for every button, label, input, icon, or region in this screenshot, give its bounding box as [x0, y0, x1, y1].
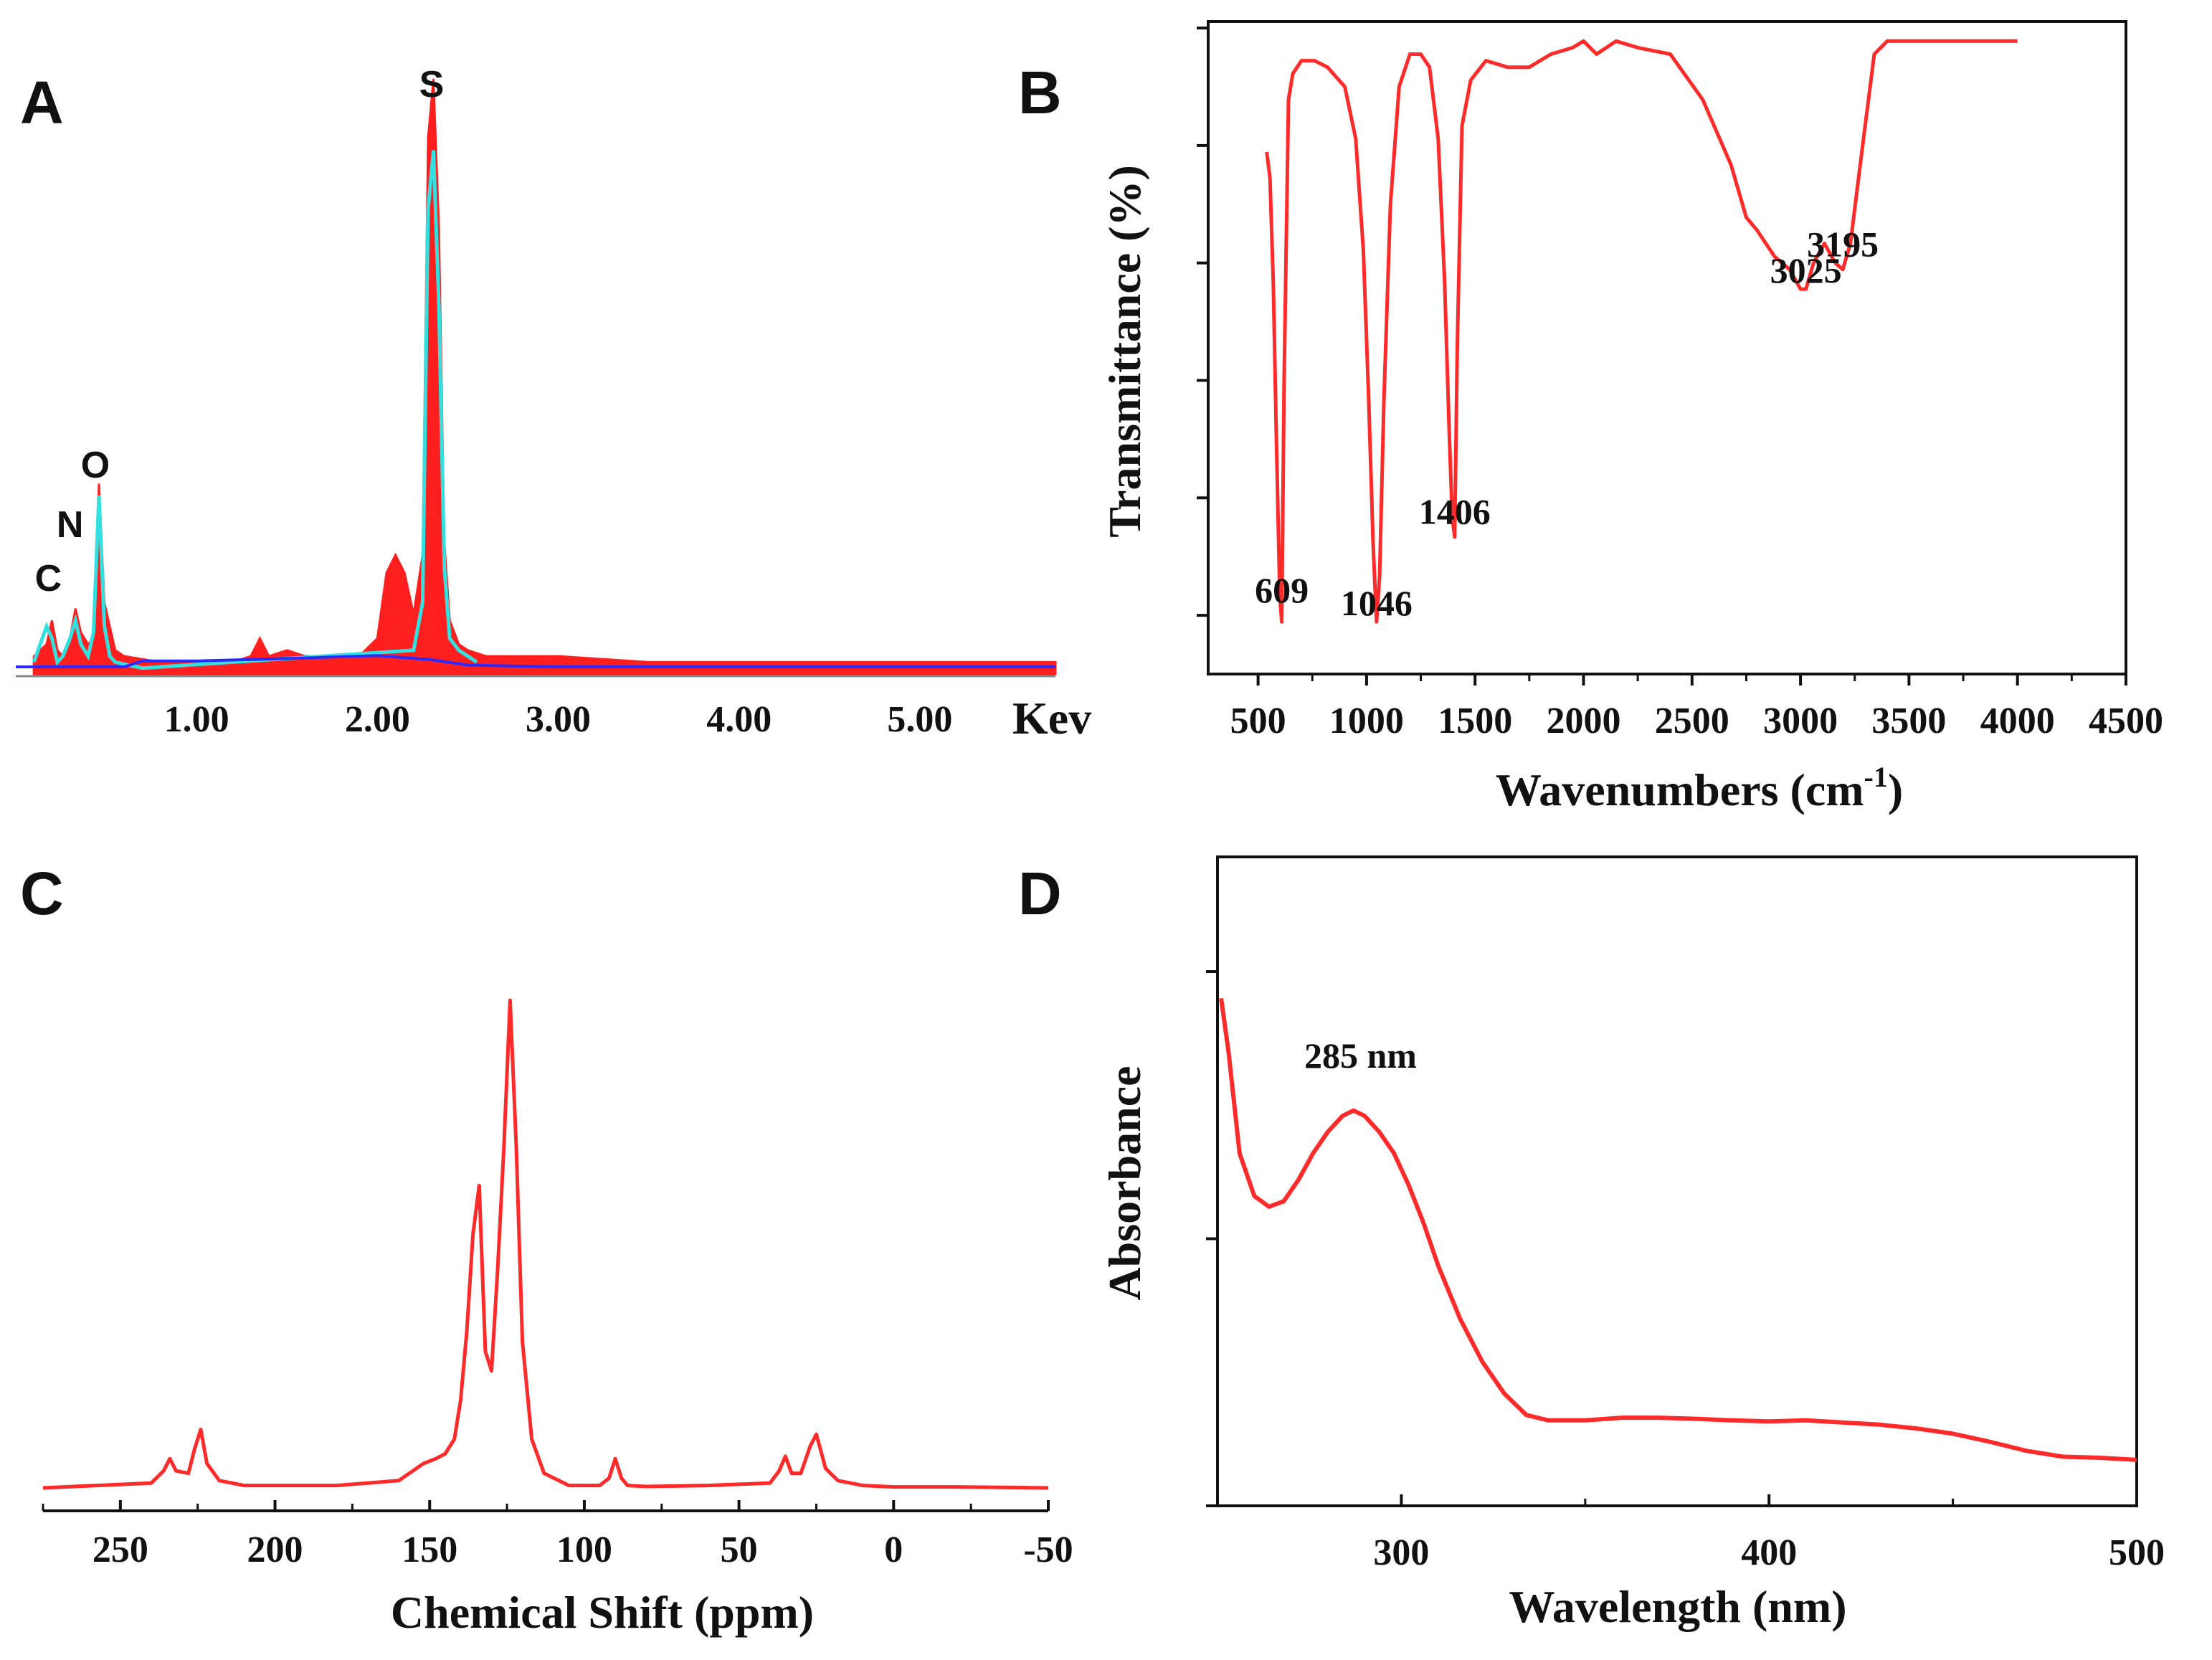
nmr-x-tick-label: -50	[1023, 1529, 1073, 1570]
eds-x-axis-title: Kev	[1012, 693, 1091, 744]
nmr-x-tick-label: 0	[884, 1529, 903, 1570]
ftir-x-axis-title-sup: -1	[1864, 761, 1888, 793]
eds-series-background	[16, 654, 1055, 668]
ftir-chart: 500 1000 1500 2000 2500 3000 3500 4000 4500 609 1…	[1099, 20, 2163, 815]
ftir-x-axis-title: Wavenumbers (cm-1)	[1496, 761, 1903, 815]
ftir-series	[1265, 39, 2018, 624]
ftir-x-tick-label: 3000	[1763, 701, 1838, 741]
uv-x-tick-label: 500	[2109, 1532, 2165, 1573]
panel-letter-a: A	[20, 69, 64, 136]
ftir-x-tick-label: 3500	[1871, 701, 1946, 741]
nmr-x-axis-title: Chemical Shift (ppm)	[391, 1587, 814, 1638]
ftir-peak-label: 1046	[1341, 583, 1413, 623]
uv-y-axis-title: Absorbance	[1099, 1066, 1150, 1300]
ftir-frame	[1207, 20, 2127, 675]
eds-axes: 1.00 2.00 3.00 4.00 5.00	[16, 675, 1055, 740]
panel-letter-b: B	[1018, 59, 1062, 126]
eds-chart: 1.00 2.00 3.00 4.00 5.00 CNO S Kev	[16, 64, 1091, 744]
eds-peak-labels: CNO S	[35, 64, 445, 599]
ftir-series-line	[1265, 39, 2018, 624]
nmr-series	[42, 998, 1049, 1490]
ftir-x-tick-label: 4500	[2089, 701, 2163, 741]
uv-series-line	[1219, 997, 2137, 1462]
ftir-x-axis-title-main: Wavenumbers (cm	[1496, 764, 1864, 815]
eds-series-fit	[32, 150, 478, 670]
eds-series	[16, 78, 1057, 675]
eds-x-tick-label: 5.00	[887, 699, 952, 740]
eds-x-tick-label: 1.00	[164, 699, 229, 740]
nmr-x-tick-label: 50	[721, 1529, 758, 1570]
ftir-peak-label: 609	[1255, 570, 1309, 610]
ftir-x-tick-label: 4000	[1980, 701, 2055, 741]
uv-x-tick-label: 400	[1741, 1532, 1797, 1573]
nmr-chart: 250 200 150 100 50 0 -50 Chemical Shift (ppm)	[42, 998, 1073, 1638]
panel-letter-c: C	[20, 860, 64, 927]
uv-peak-label: 285 nm	[1304, 1035, 1417, 1076]
uv-x-axis-title: Wavelength (nm)	[1509, 1581, 1846, 1632]
ftir-y-axis-title: Transmittance (%)	[1099, 165, 1150, 538]
eds-peak-label-o: O	[81, 445, 110, 486]
eds-peak-label-c: C	[35, 558, 62, 599]
ftir-x-tick-label: 1000	[1329, 701, 1404, 741]
uv-series	[1219, 997, 2137, 1462]
eds-x-tick-label: 2.00	[345, 699, 410, 740]
nmr-x-tick-label: 250	[92, 1529, 148, 1570]
ftir-x-tick-label: 500	[1230, 701, 1286, 741]
ftir-x-axis-title-close: )	[1888, 764, 1903, 815]
panel-letter-d: D	[1018, 860, 1062, 927]
ftir-peak-label: 1406	[1419, 492, 1491, 532]
uv-frame	[1216, 855, 2138, 1507]
uv-annotations: 285 nm	[1304, 1035, 1417, 1076]
eds-peak-label-s: S	[419, 64, 445, 105]
uv-ticks: 300 400 500	[1206, 970, 2165, 1573]
ftir-peak-label: 3195	[1807, 224, 1879, 265]
nmr-x-tick-label: 200	[247, 1529, 303, 1570]
eds-x-tick-label: 3.00	[526, 699, 591, 740]
ftir-peak-label: 3025	[1770, 250, 1842, 290]
ftir-x-tick-label: 2000	[1546, 701, 1620, 741]
eds-series-spectrum	[32, 78, 1057, 675]
nmr-x-tick-label: 100	[556, 1529, 612, 1570]
nmr-axes: 250 200 150 100 50 0 -50	[42, 1500, 1073, 1570]
eds-x-tick-label: 4.00	[706, 699, 772, 740]
nmr-x-tick-label: 150	[402, 1529, 457, 1570]
nmr-series-line	[42, 998, 1049, 1490]
uv-chart: 300 400 500 285 nm Absorbance Wavelength (…	[1099, 855, 2165, 1632]
ftir-ticks: 500 1000 1500 2000 2500 3000 3500 4000 4500	[1197, 27, 2163, 741]
uv-x-tick-label: 300	[1373, 1532, 1429, 1573]
eds-peak-label-n: N	[57, 504, 84, 546]
ftir-x-tick-label: 2500	[1655, 701, 1729, 741]
ftir-x-tick-label: 1500	[1438, 701, 1512, 741]
